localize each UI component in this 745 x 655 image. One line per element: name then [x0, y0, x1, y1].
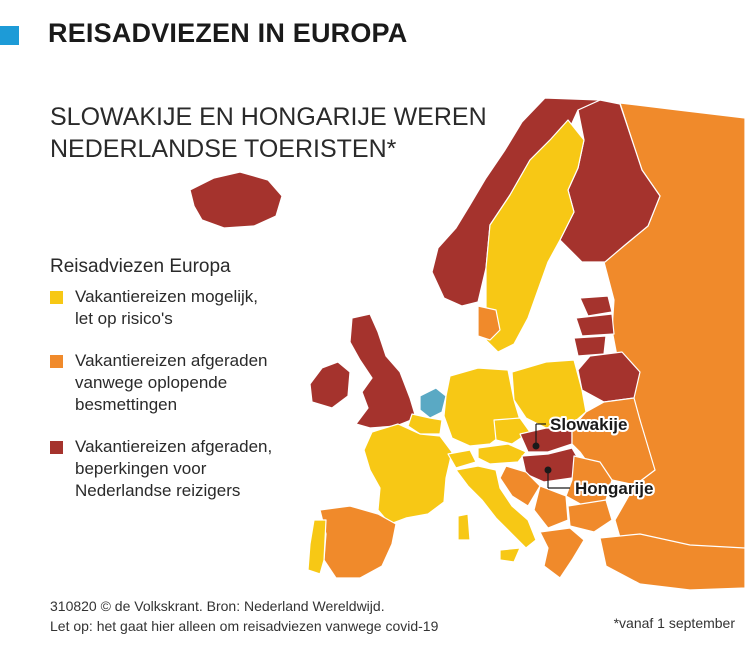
country-croatia: [499, 465, 541, 507]
country-austria: [477, 443, 527, 465]
source-credit: 310820 © de Volkskrant. Bron: Nederland …: [50, 596, 438, 636]
legend-swatch-orange: [50, 355, 63, 368]
callout-hongarije: Hongarije: [544, 466, 655, 500]
country-ireland: [309, 361, 351, 409]
source-line-2: Let op: het gaat hier alleen om reisadvi…: [50, 618, 439, 634]
callout-slowakije: Slowakije: [532, 413, 629, 450]
country-turkey: [599, 533, 745, 591]
legend-item-beperkingen: Vakantiereizen afgeraden, beperkingen vo…: [50, 436, 320, 502]
country-iceland: [189, 171, 283, 229]
legend-item-mogelijk: Vakantiereizen mogelijk, let op risico's: [50, 286, 320, 330]
legend-label-beperkingen: Vakantiereizen afgeraden, beperkingen vo…: [75, 437, 273, 500]
island-sardinia: [457, 513, 471, 541]
slowakije-marker: [532, 442, 540, 450]
country-serbia: [533, 485, 569, 529]
country-netherlands: [419, 387, 447, 419]
legend: Reisadviezen Europa Vakantiereizen mogel…: [50, 256, 320, 522]
legend-item-oplopend: Vakantiereizen afgeraden vanwege oplopen…: [50, 350, 320, 416]
legend-swatch-red: [50, 441, 63, 454]
source-line-1: 310820 © de Volkskrant. Bron: Nederland …: [50, 598, 385, 614]
country-portugal: [307, 519, 327, 575]
legend-swatch-yellow: [50, 291, 63, 304]
country-denmark: [477, 305, 501, 341]
country-latvia: [575, 313, 615, 337]
label-slowakije: Slowakije: [550, 415, 627, 434]
hongarije-marker: [544, 466, 552, 474]
page-title: REISADVIEZEN IN EUROPA: [48, 18, 408, 48]
country-lithuania: [573, 335, 607, 357]
country-switzerland: [447, 449, 477, 469]
map-subtitle: SLOWAKIJE EN HONGARIJE WEREN NEDERLANDSE…: [50, 103, 487, 163]
country-uk: [349, 313, 417, 429]
country-bulgaria: [567, 499, 613, 533]
legend-title: Reisadviezen Europa: [50, 256, 231, 277]
country-france: [363, 423, 453, 525]
country-sweden: [485, 119, 585, 353]
footnote: *vanaf 1 september: [613, 615, 735, 631]
country-italy: [455, 465, 537, 549]
country-greece: [539, 527, 585, 579]
legend-label-oplopend: Vakantiereizen afgeraden vanwege oplopen…: [75, 351, 268, 414]
country-poland: [511, 359, 587, 429]
country-estonia: [579, 295, 613, 317]
legend-label-mogelijk: Vakantiereizen mogelijk, let op risico's: [75, 287, 258, 328]
island-sicily: [499, 547, 521, 563]
country-belgium: [407, 413, 443, 435]
label-hongarije: Hongarije: [575, 479, 653, 498]
header-accent-square: [0, 26, 19, 45]
